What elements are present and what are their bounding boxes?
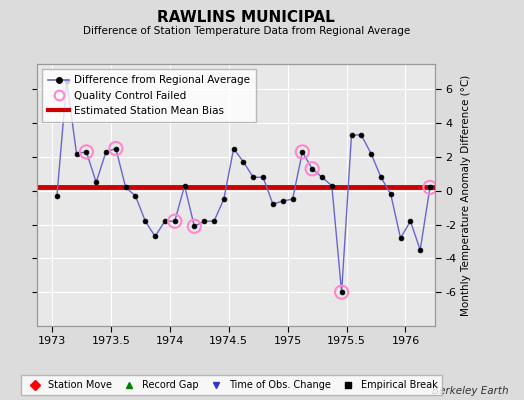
- Point: [298, 149, 307, 155]
- Legend: Difference from Regional Average, Quality Control Failed, Estimated Station Mean: Difference from Regional Average, Qualit…: [42, 69, 256, 122]
- Legend: Station Move, Record Gap, Time of Obs. Change, Empirical Break: Station Move, Record Gap, Time of Obs. C…: [20, 376, 442, 395]
- Text: Berkeley Earth: Berkeley Earth: [432, 386, 508, 396]
- Point: [308, 166, 316, 172]
- Point: [426, 184, 434, 190]
- Point: [112, 145, 120, 152]
- Point: [171, 218, 179, 224]
- Y-axis label: Monthly Temperature Anomaly Difference (°C): Monthly Temperature Anomaly Difference (…: [461, 74, 471, 316]
- Point: [82, 149, 91, 155]
- Point: [190, 223, 199, 230]
- Text: Difference of Station Temperature Data from Regional Average: Difference of Station Temperature Data f…: [83, 26, 410, 36]
- Text: RAWLINS MUNICIPAL: RAWLINS MUNICIPAL: [157, 10, 335, 25]
- Point: [337, 289, 346, 295]
